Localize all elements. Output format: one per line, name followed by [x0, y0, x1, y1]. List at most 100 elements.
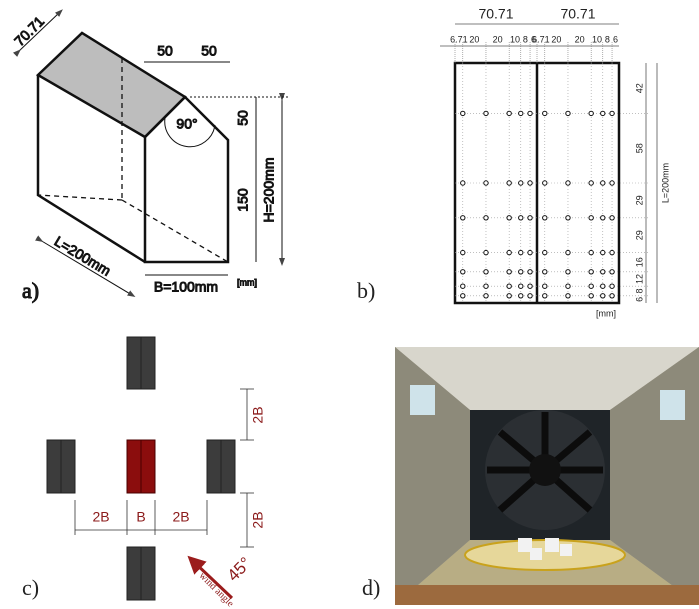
spacing-label: 20 [551, 34, 561, 44]
pressure-tap [528, 284, 532, 288]
pressure-tap [461, 111, 465, 115]
pressure-tap [566, 111, 570, 115]
spacing-label: 42 [634, 83, 644, 93]
pressure-tap [507, 294, 511, 298]
dim-label: L=200mm [52, 233, 114, 279]
pressure-tap [589, 216, 593, 220]
pressure-tap [484, 216, 488, 220]
panel-label: b) [357, 278, 375, 303]
pressure-tap [610, 294, 614, 298]
dimension-lines [440, 24, 657, 303]
pressure-tap [601, 111, 605, 115]
spacing-label: 58 [634, 143, 644, 153]
pressure-tap [461, 216, 465, 220]
spacing-label: 8 [523, 34, 528, 44]
pressure-tap [543, 216, 547, 220]
pressure-tap [566, 181, 570, 185]
panel-c: 2B 2B 2B B 2B 45° wind angle c) [22, 337, 266, 609]
angle-label: 90° [176, 116, 197, 132]
pressure-tap [528, 294, 532, 298]
pressure-tap [610, 216, 614, 220]
pressure-tap [519, 216, 523, 220]
dim-label: 70.71 [560, 6, 595, 22]
wind-tunnel-photo: d) [362, 347, 699, 605]
pressure-tap [461, 250, 465, 254]
pressure-tap [519, 270, 523, 274]
pressure-tap [528, 111, 532, 115]
pressure-tap [610, 250, 614, 254]
spacing-label: 8 [634, 288, 644, 293]
spacing-label: 29 [634, 195, 644, 205]
pressure-tap [543, 250, 547, 254]
dim-label: 70.71 [11, 13, 47, 49]
angle-label: 45° [223, 553, 255, 585]
pressure-tap [610, 111, 614, 115]
spacing-label: 6.71 [450, 34, 468, 44]
spacing-label: 12 [634, 274, 644, 284]
pressure-tap [589, 111, 593, 115]
pressure-tap [543, 284, 547, 288]
dim-label: 50 [201, 43, 217, 59]
pressure-tap [566, 270, 570, 274]
spacing-label: 16 [634, 257, 644, 267]
dim-label: L=200mm [660, 163, 670, 203]
spacing-label: 8 [605, 34, 610, 44]
unit-label: [mm] [237, 277, 257, 287]
spacing-label: 2B [250, 511, 266, 528]
pressure-tap [507, 216, 511, 220]
dim-label: 50 [235, 110, 251, 126]
pressure-tap [543, 270, 547, 274]
pressure-tap [519, 250, 523, 254]
pressure-tap [601, 294, 605, 298]
pressure-tap [601, 216, 605, 220]
pressure-tap [601, 250, 605, 254]
pressure-tap [507, 270, 511, 274]
spacing-label: 6 [613, 34, 618, 44]
panel-label: c) [22, 575, 39, 600]
pressure-tap [601, 270, 605, 274]
figure: 70.71 50 50 90° 50 150 H=200mm L=200mm B… [0, 0, 699, 609]
dim-label: 50 [157, 43, 173, 59]
pressure-tap [566, 294, 570, 298]
unit-label: [mm] [596, 308, 616, 318]
pressure-tap [507, 111, 511, 115]
pressure-tap [507, 284, 511, 288]
pressure-tap [610, 270, 614, 274]
pressure-tap [601, 181, 605, 185]
pressure-tap [507, 250, 511, 254]
target-building [127, 440, 155, 493]
panel-label: a) [22, 278, 39, 303]
pressure-tap [519, 284, 523, 288]
pressure-tap [528, 270, 532, 274]
panel-a: 70.71 50 50 90° 50 150 H=200mm L=200mm B… [11, 12, 290, 303]
pressure-tap [566, 250, 570, 254]
pressure-tap [589, 181, 593, 185]
pressure-tap [528, 216, 532, 220]
pressure-tap [528, 181, 532, 185]
pressure-tap [484, 294, 488, 298]
pressure-tap [484, 284, 488, 288]
spacing-label: 2B [172, 509, 189, 525]
spacing-label: 20 [469, 34, 479, 44]
pressure-tap [543, 181, 547, 185]
page: {"panels":{ "a":{"label":"a)","top_diago… [0, 0, 699, 609]
pressure-tap [461, 294, 465, 298]
pressure-tap [589, 270, 593, 274]
spacing-label: 20 [493, 34, 503, 44]
pressure-tap [507, 181, 511, 185]
pressure-tap [519, 181, 523, 185]
pressure-tap [519, 294, 523, 298]
pressure-tap [589, 284, 593, 288]
spacing-label: 2B [250, 406, 266, 423]
pressure-tap [484, 181, 488, 185]
pressure-tap [461, 284, 465, 288]
dim-label: B=100mm [154, 279, 218, 295]
pressure-tap [610, 284, 614, 288]
dim-label: 70.71 [478, 6, 513, 22]
spacing-label: 29 [634, 230, 644, 240]
pressure-tap [610, 181, 614, 185]
spacing-label: 10 [510, 34, 520, 44]
pressure-tap [566, 284, 570, 288]
pressure-tap [543, 111, 547, 115]
pressure-tap [519, 111, 523, 115]
